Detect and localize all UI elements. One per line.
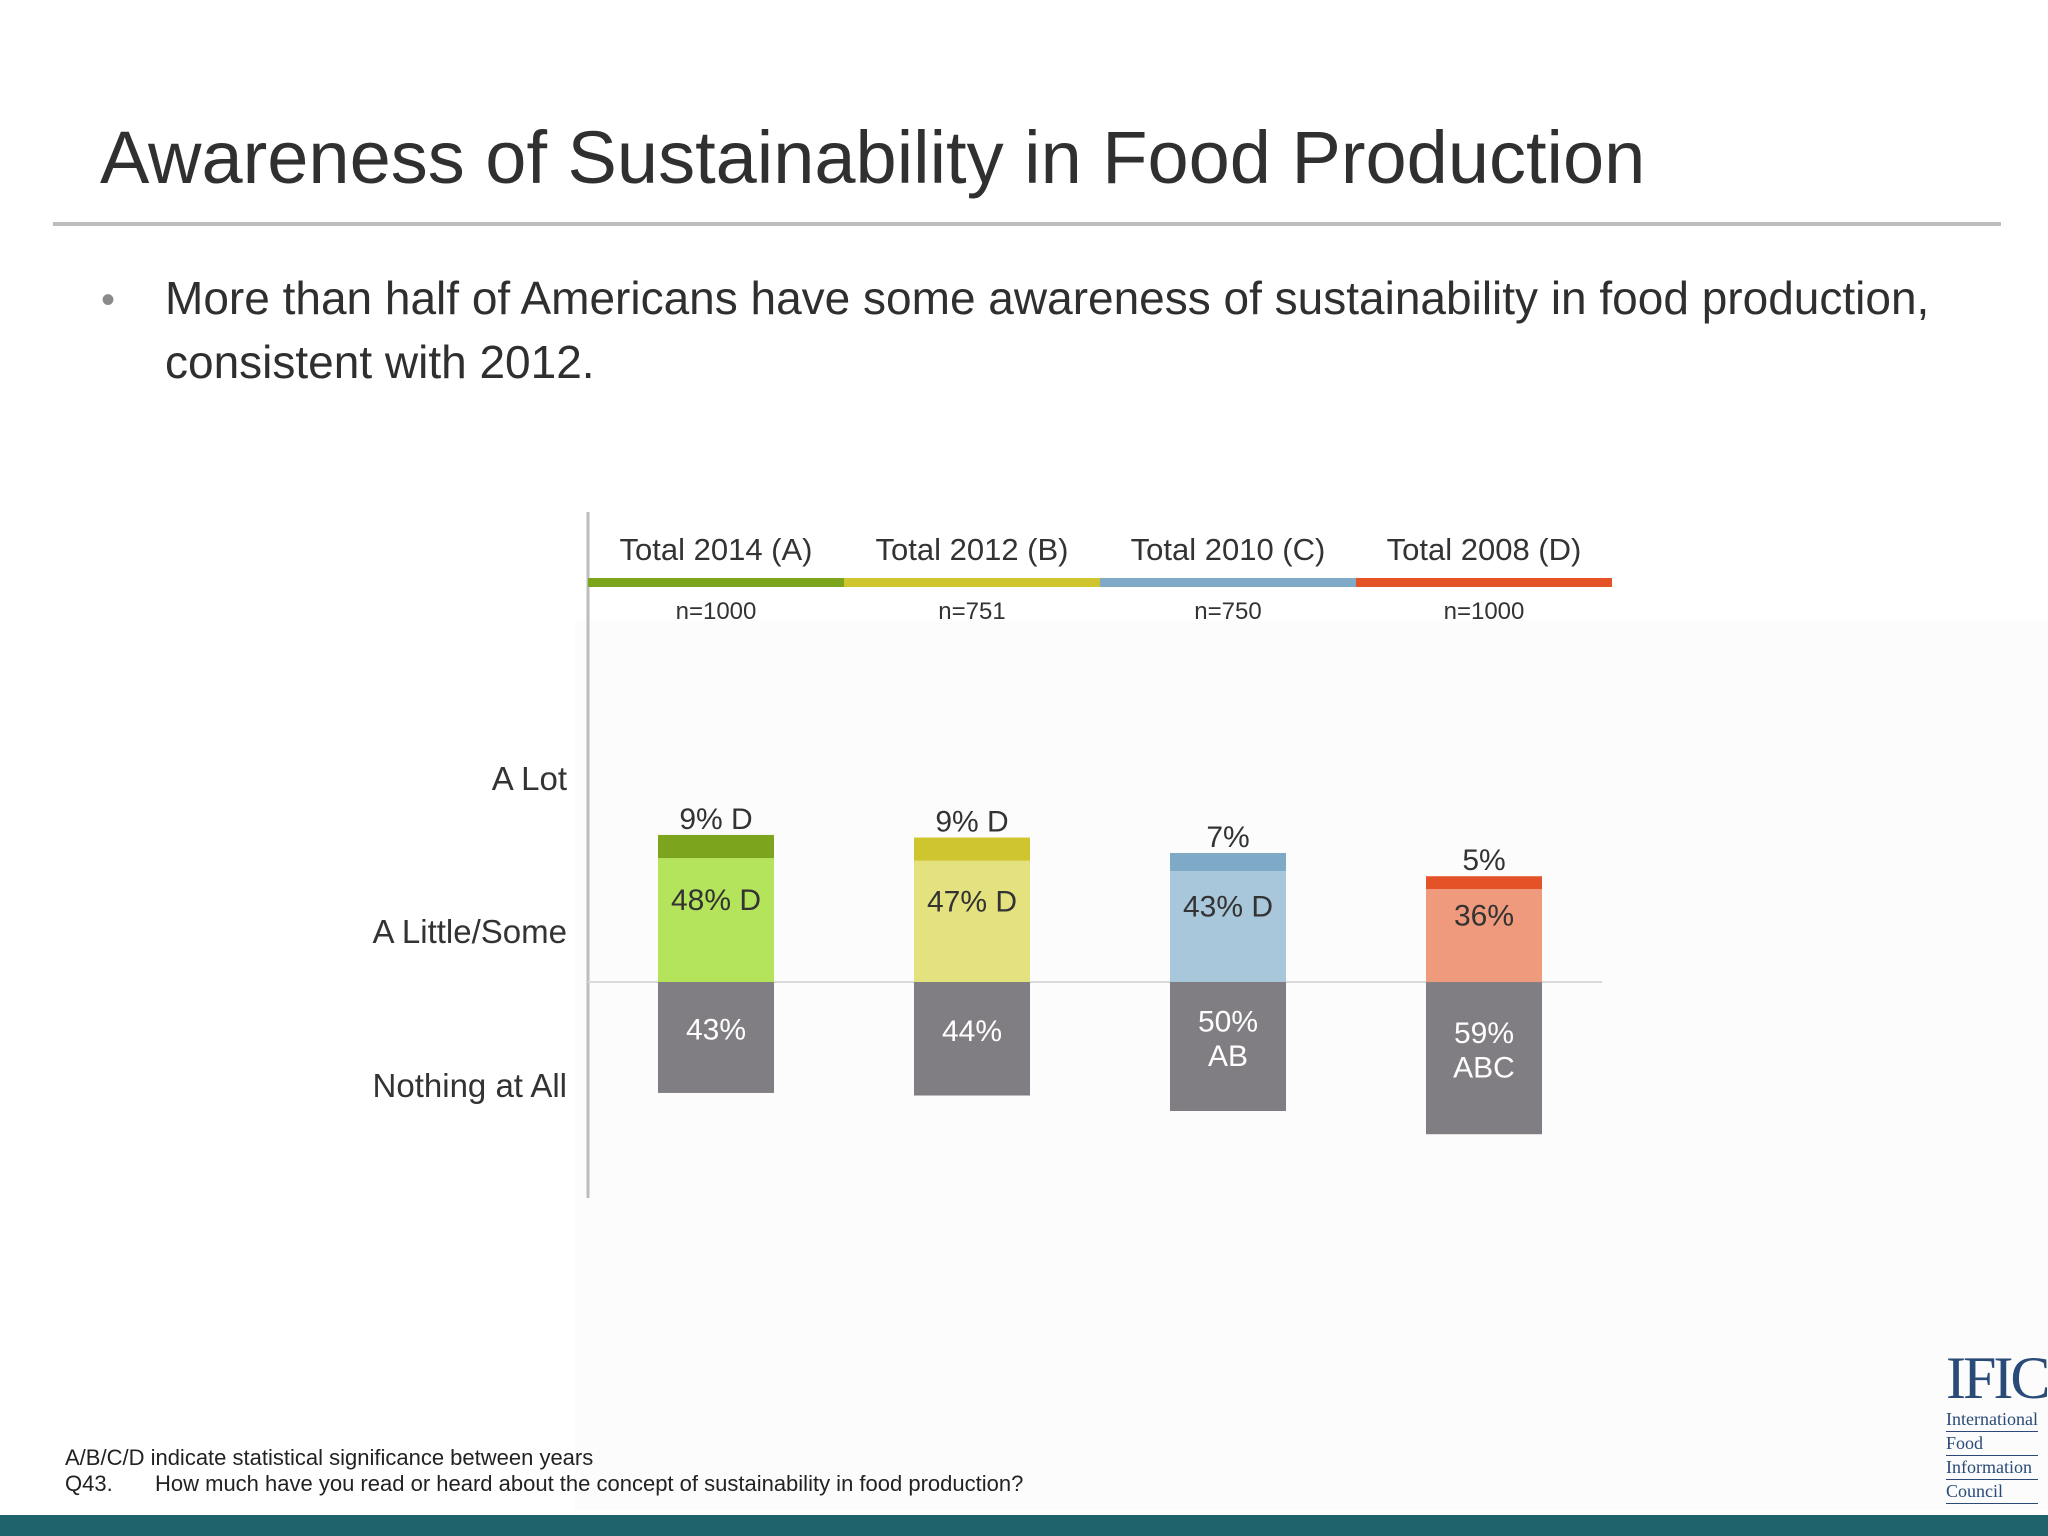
sample-size-label: n=1000 <box>1444 598 1525 625</box>
column-color-bar <box>844 578 1100 587</box>
data-label-nothing-at-all: 43% <box>686 1013 746 1046</box>
logo-line: International <box>1946 1408 2038 1432</box>
significance-note: A/B/C/D indicate statistical significanc… <box>65 1445 594 1470</box>
column-header: Total 2014 (A) <box>620 532 813 567</box>
bar-segment-a-lot <box>1170 853 1286 872</box>
question-note: Q43. How much have you read or heard abou… <box>65 1471 1023 1497</box>
data-label-nothing-at-all: 44% <box>942 1014 1002 1047</box>
title-divider <box>53 222 2001 226</box>
bar-segment-a-little-some <box>914 860 1030 982</box>
key-finding-text: More than half of Americans have some aw… <box>165 272 1930 388</box>
bar-segment-a-little-some <box>658 858 774 982</box>
bar-segment-a-little-some <box>1170 871 1286 982</box>
ific-logo: IFIC International Food Information Coun… <box>1946 1345 2048 1504</box>
bar-segment-nothing-at-all <box>1170 982 1286 1111</box>
logo-mark: IFIC <box>1946 1345 2048 1411</box>
page-title: Awareness of Sustainability in Food Prod… <box>100 116 1646 199</box>
logo-line: Council <box>1946 1480 2038 1504</box>
question-text: How much have you read or heard about th… <box>155 1471 1024 1496</box>
sample-size-label: n=750 <box>1194 598 1261 625</box>
data-label-a-little-some: 36% <box>1454 899 1514 932</box>
question-id: Q43. <box>65 1471 113 1496</box>
column-header: Total 2008 (D) <box>1387 532 1582 567</box>
footer-bar <box>0 1515 2048 1536</box>
sample-size-label: n=1000 <box>676 598 757 625</box>
bar-segment-a-lot <box>914 837 1030 861</box>
column-color-bar <box>1356 578 1612 587</box>
bar-segment-nothing-at-all <box>1426 982 1542 1135</box>
logo-line: Information <box>1946 1456 2038 1480</box>
column-header: Total 2010 (C) <box>1131 532 1326 567</box>
column-color-bar <box>1100 578 1356 587</box>
column-header: Total 2012 (B) <box>876 532 1069 567</box>
bar-segment-nothing-at-all <box>658 982 774 1093</box>
bullet-icon: • <box>101 278 116 322</box>
data-label-a-little-some: 47% D <box>927 885 1017 918</box>
bar-segment-nothing-at-all <box>914 982 1030 1096</box>
data-label-a-little-some: 48% D <box>671 884 761 917</box>
bar-segment-a-lot <box>1426 876 1542 890</box>
data-label-a-little-some: 43% D <box>1183 890 1273 923</box>
sample-size-label: n=751 <box>938 598 1005 625</box>
bar-segment-a-lot <box>658 834 774 859</box>
data-label-nothing-at-all: 50% AB <box>1198 1005 1258 1073</box>
row-label: Nothing at All <box>373 1067 567 1104</box>
data-label-nothing-at-all: 59% ABC <box>1453 1016 1515 1084</box>
chart-background <box>575 620 2048 1510</box>
logo-line: Food <box>1946 1432 2038 1456</box>
data-label-a-lot: 7% <box>1206 821 1249 854</box>
data-label-a-lot: 9% D <box>935 805 1008 838</box>
data-label-a-lot: 5% <box>1462 844 1505 877</box>
column-color-bar <box>588 578 844 587</box>
data-label-a-lot: 9% D <box>679 802 752 835</box>
bar-segment-a-little-some <box>1426 889 1542 982</box>
row-label: A Little/Some <box>373 913 567 950</box>
row-label: A Lot <box>492 760 567 797</box>
